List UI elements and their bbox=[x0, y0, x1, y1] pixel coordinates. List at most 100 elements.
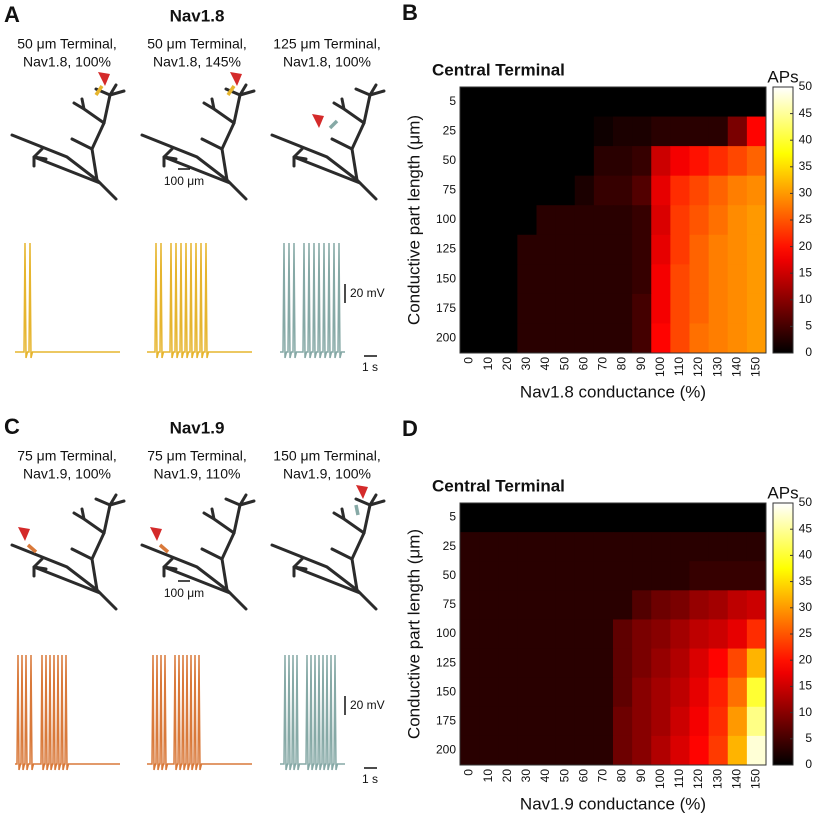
heatmap-cell bbox=[574, 677, 595, 708]
heatmap-cell bbox=[708, 532, 729, 562]
heatmap-cell bbox=[670, 116, 690, 147]
heatmap-cell bbox=[613, 116, 633, 147]
site-marker bbox=[356, 485, 368, 499]
heatmap-cell bbox=[536, 87, 557, 118]
heatmap-cell bbox=[689, 205, 710, 236]
heatmap-cell bbox=[555, 648, 576, 679]
terminal-segment bbox=[26, 543, 38, 554]
heatmap-cell bbox=[555, 234, 576, 265]
panel-label: C bbox=[4, 414, 20, 439]
neuron-tree bbox=[10, 83, 126, 201]
heatmap-cell bbox=[689, 619, 710, 650]
heatmap-cell bbox=[498, 87, 518, 118]
heatmap-cell bbox=[632, 677, 652, 708]
x-tick-label: 150 bbox=[749, 769, 763, 789]
heatmap-cell bbox=[746, 87, 767, 118]
heatmap-cell bbox=[632, 175, 652, 206]
heatmap-cell bbox=[555, 590, 576, 620]
heatmap-cell bbox=[689, 234, 710, 265]
colorbar-label: APs bbox=[767, 483, 798, 502]
heatmap-cell bbox=[536, 234, 557, 265]
x-tick-label: 130 bbox=[710, 769, 724, 789]
panel-label: A bbox=[4, 2, 20, 27]
cell-caption: Nav1.8, 100% bbox=[23, 54, 111, 70]
heatmap-cell bbox=[727, 205, 748, 236]
heatmap-cell bbox=[746, 648, 767, 679]
scale-length: 100 μm bbox=[164, 586, 204, 600]
heatmap-cell bbox=[517, 677, 537, 708]
heatmap-cell bbox=[574, 619, 595, 650]
x-tick-label: 150 bbox=[749, 357, 763, 377]
heatmap-cell bbox=[479, 264, 499, 295]
heatmap-cell bbox=[536, 648, 557, 679]
heatmap-cell bbox=[593, 293, 614, 324]
heatmap-cell bbox=[479, 590, 499, 620]
heatmap-cell bbox=[708, 175, 729, 206]
heatmap-cell bbox=[651, 293, 671, 324]
heatmap-cell bbox=[651, 503, 671, 533]
heatmap-cell bbox=[479, 146, 499, 177]
heatmap-cell bbox=[574, 146, 595, 177]
heatmap-cell bbox=[632, 619, 652, 650]
x-tick-label: 120 bbox=[691, 769, 705, 789]
heatmap-cell bbox=[708, 590, 729, 620]
colorbar-tick-label: 5 bbox=[805, 319, 812, 333]
heatmap-cell bbox=[555, 205, 576, 236]
heatmap-cell bbox=[651, 706, 671, 737]
heatmap-cell bbox=[613, 648, 633, 679]
heatmap-cell bbox=[574, 293, 595, 324]
neuron-tree bbox=[270, 493, 386, 611]
x-tick-label: 10 bbox=[481, 357, 495, 371]
heatmap-cell bbox=[651, 116, 671, 147]
heatmap-cell bbox=[555, 293, 576, 324]
colorbar-tick-label: 45 bbox=[799, 521, 813, 535]
heatmap-cell bbox=[460, 234, 480, 265]
site-marker bbox=[18, 527, 30, 541]
heatmap-cell bbox=[498, 116, 518, 147]
x-tick-label: 0 bbox=[462, 357, 476, 364]
y-tick-label: 175 bbox=[436, 714, 456, 728]
x-tick-label: 40 bbox=[538, 357, 552, 371]
heatmap-cell bbox=[574, 116, 595, 147]
colorbar-tick-label: 40 bbox=[799, 132, 813, 146]
heatmap-cell bbox=[460, 532, 480, 562]
colorbar-tick-label: 10 bbox=[799, 705, 813, 719]
heatmap-cell bbox=[727, 561, 748, 591]
heatmap-cell bbox=[632, 561, 652, 591]
heatmap-cell bbox=[498, 264, 518, 295]
heatmap-cell bbox=[651, 264, 671, 295]
colorbar-tick-label: 20 bbox=[799, 652, 813, 666]
x-tick-label: 80 bbox=[615, 769, 629, 783]
heatmap-cell bbox=[651, 561, 671, 591]
heatmap-cell bbox=[632, 648, 652, 679]
y-tick-label: 175 bbox=[436, 301, 456, 315]
heatmap-cell bbox=[708, 619, 729, 650]
y-tick-label: 150 bbox=[436, 684, 456, 698]
heatmap-cell bbox=[746, 503, 767, 533]
colorbar-tick-label: 15 bbox=[799, 265, 813, 279]
heatmap-cell bbox=[708, 293, 729, 324]
heatmap-cell bbox=[632, 205, 652, 236]
heatmap-cell bbox=[727, 706, 748, 737]
x-tick-label: 70 bbox=[596, 357, 610, 371]
heatmap-cell bbox=[746, 561, 767, 591]
heatmap-cell bbox=[613, 264, 633, 295]
heatmap-cell bbox=[517, 293, 537, 324]
heatmap-cell bbox=[555, 264, 576, 295]
heatmap-cell bbox=[517, 146, 537, 177]
heatmap-cell bbox=[498, 293, 518, 324]
colorbar-tick-label: 25 bbox=[799, 626, 813, 640]
heatmap-cell bbox=[517, 532, 537, 562]
heatmap-cell bbox=[708, 648, 729, 679]
heatmap-cell bbox=[460, 264, 480, 295]
colorbar-tick-label: 35 bbox=[799, 574, 813, 588]
x-tick-label: 50 bbox=[557, 769, 571, 783]
heatmap-cell bbox=[632, 323, 652, 354]
heatmap-cell bbox=[536, 590, 557, 620]
heatmap-cell bbox=[593, 116, 614, 147]
heatmap-cell bbox=[613, 590, 633, 620]
x-tick-label: 10 bbox=[481, 769, 495, 783]
heatmap-cell bbox=[479, 619, 499, 650]
heatmap-cell bbox=[479, 735, 499, 766]
